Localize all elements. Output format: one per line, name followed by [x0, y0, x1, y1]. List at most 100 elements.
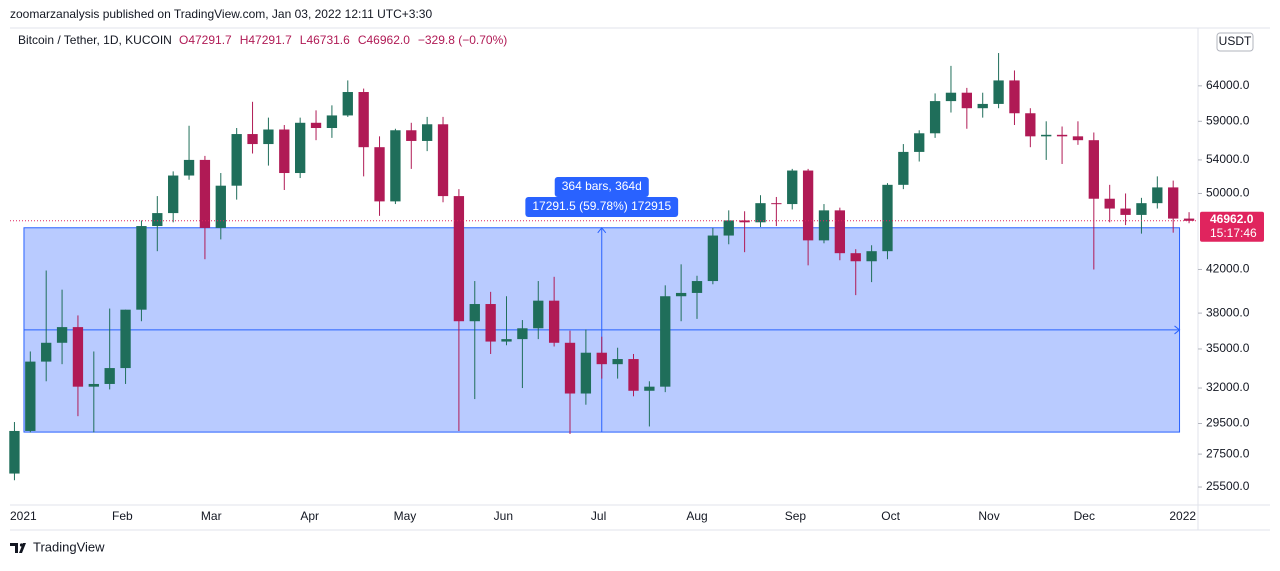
y-tick-label: 50000.0	[1206, 186, 1250, 200]
publish-header: zoomarzanalysis published on TradingView…	[10, 7, 432, 21]
candle-body	[9, 430, 20, 474]
x-tick-label: Dec	[1074, 509, 1095, 523]
candle-body	[755, 203, 766, 223]
x-tick-label: Aug	[686, 509, 707, 523]
candle-body	[1168, 187, 1179, 219]
candle-body	[1136, 203, 1147, 215]
candle-body	[580, 352, 592, 394]
candle-body	[358, 92, 369, 148]
candle-body	[628, 359, 639, 391]
x-tick-label: Nov	[978, 509, 999, 523]
candle-body	[691, 281, 703, 293]
candle-body	[199, 159, 211, 228]
candle-body	[295, 122, 306, 174]
candle-body	[263, 129, 274, 145]
y-tick-label: 64000.0	[1206, 78, 1250, 92]
candle-body	[390, 130, 401, 202]
x-tick-label: Oct	[881, 509, 900, 523]
candle-body	[342, 92, 353, 116]
candle-body	[215, 185, 226, 228]
measure-v-arrowhead	[597, 226, 607, 234]
candle-body	[326, 115, 338, 129]
x-tick-label: May	[394, 509, 417, 523]
x-tick-label: Sep	[785, 509, 807, 523]
measure-label-bg	[554, 177, 649, 197]
measure-label-bg	[525, 197, 679, 217]
candle-body	[771, 203, 782, 205]
x-tick-label: 2022	[1169, 509, 1196, 523]
measure-h-arrowhead	[1174, 325, 1181, 335]
candle-body	[72, 327, 84, 387]
candle-body	[406, 130, 417, 141]
candle-body	[25, 361, 36, 431]
candle-body	[168, 175, 179, 214]
candle-body	[739, 220, 750, 223]
y-tick-label: 38000.0	[1206, 305, 1250, 319]
candle-body	[1104, 198, 1115, 209]
last-price-label: 46962.0	[1210, 212, 1254, 226]
x-tick-label: Apr	[300, 509, 319, 523]
ohlc-legend: O47291.7 H47291.7 L46731.6 C46962.0 −329.8 (…	[179, 33, 507, 47]
y-tick-label: 32000.0	[1206, 380, 1250, 394]
candle-body	[898, 151, 909, 185]
candle-body	[644, 386, 655, 391]
candle-body	[1041, 134, 1052, 137]
candle-body	[866, 251, 877, 262]
candle-body	[279, 129, 290, 174]
ohlc-value: −329.8 (−0.70%)	[418, 33, 507, 47]
y-tick-label: 25500.0	[1206, 479, 1250, 493]
symbol-title: Bitcoin / Tether, 1D, KUCOIN	[18, 33, 172, 47]
candle-body	[961, 92, 972, 109]
candle-body	[1025, 113, 1036, 137]
countdown-label: 15:17:46	[1210, 226, 1257, 240]
candle-body	[945, 92, 957, 102]
candle-body	[850, 253, 861, 262]
currency-label[interactable]: USDT	[1219, 34, 1252, 48]
ohlc-value: H47291.7	[240, 33, 292, 47]
candle-body	[453, 196, 465, 322]
candle-body	[1152, 187, 1163, 204]
candle-body	[120, 309, 131, 369]
y-tick-label: 29500.0	[1206, 416, 1250, 430]
candle-body	[247, 134, 258, 145]
candle-body	[596, 352, 607, 365]
candle-body	[723, 220, 734, 236]
candle-body	[834, 210, 846, 254]
x-tick-label: Jul	[591, 509, 606, 523]
y-tick-label: 54000.0	[1206, 152, 1250, 166]
candle-body	[485, 304, 496, 342]
candle-body	[437, 124, 449, 197]
candle-body	[914, 133, 925, 152]
candle-body	[787, 170, 798, 205]
candle-body	[564, 342, 576, 394]
currency-button[interactable]	[1216, 32, 1254, 52]
ohlc-value: C46962.0	[358, 33, 410, 47]
candle-body	[56, 327, 68, 343]
candle-body	[517, 328, 528, 340]
candle-body	[1120, 208, 1131, 215]
y-tick-label: 35000.0	[1206, 341, 1250, 355]
candle-body	[929, 101, 941, 134]
candle-body	[993, 80, 1004, 104]
x-tick-label: Mar	[201, 509, 222, 523]
x-tick-label: 2021	[10, 509, 37, 523]
candle-body	[802, 170, 814, 241]
y-tick-label: 42000.0	[1206, 262, 1250, 276]
candle-body	[707, 235, 719, 282]
candle-body	[310, 122, 322, 129]
candle-body	[818, 210, 830, 241]
candle-body	[1088, 140, 1099, 199]
ohlc-value: O47291.7	[179, 33, 232, 47]
candle-body	[183, 159, 195, 176]
measure-label: 364 bars, 364d	[562, 179, 642, 193]
candle-body	[1056, 134, 1068, 137]
measure-label: 17291.5 (59.78%) 172915	[532, 199, 671, 213]
footer-brand: TradingView	[33, 539, 105, 554]
candle-body	[612, 359, 623, 365]
candle-body	[469, 304, 480, 322]
candle-body	[548, 300, 560, 343]
candle-body	[152, 213, 163, 227]
tradingview-logo	[10, 543, 26, 553]
